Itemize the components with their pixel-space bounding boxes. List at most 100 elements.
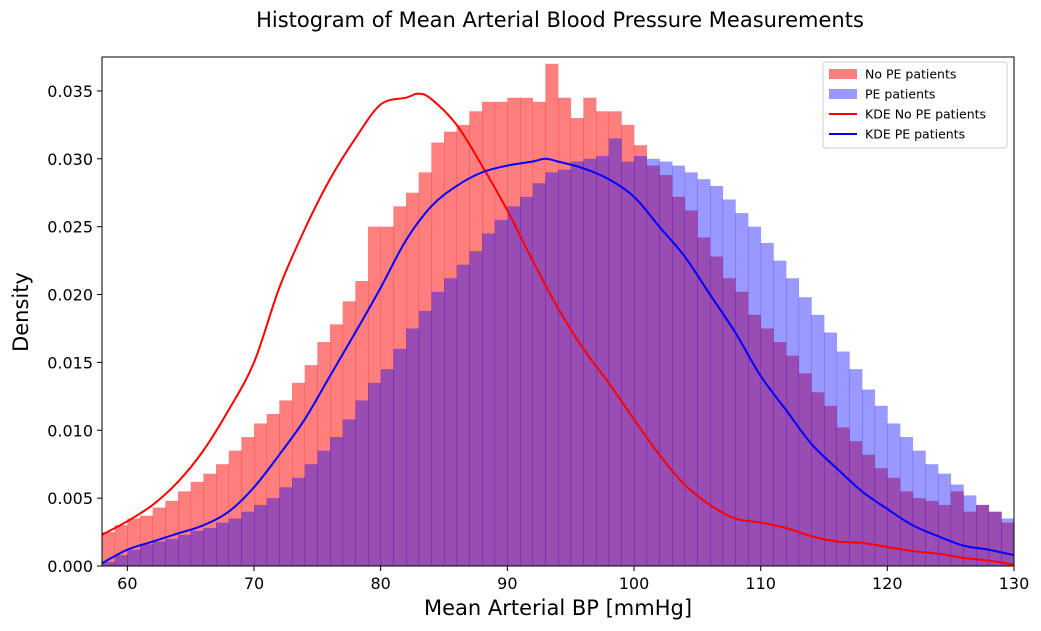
histogram-bar-no-pe [140,515,154,566]
histogram-bar-pe [760,242,774,566]
legend-box [822,61,1008,149]
histogram-bar-pe [241,511,255,566]
histogram-bar-pe [279,487,293,566]
histogram-bar-no-pe [684,210,698,566]
y-tick-label: 0.020 [47,286,93,305]
histogram-bar-pe [406,328,420,566]
y-tick-label: 0.005 [47,489,93,508]
plot-frame [101,56,1015,567]
histogram-bar-pe [735,213,749,566]
histogram-bar-pe [140,544,154,566]
x-tick-label: 80 [370,574,390,593]
histogram-bar-pe [722,199,736,566]
histogram-bar-no-pe [342,301,356,566]
histogram-bar-no-pe [330,324,344,566]
histogram-bar-no-pe [431,142,445,566]
histogram-bar-pe [494,219,508,566]
histogram-bar-no-pe [748,314,762,566]
histogram-bar-no-pe [127,518,141,566]
histogram-bar-pe [1027,528,1040,566]
y-tick-label: 0.025 [47,218,93,237]
histogram-bar-pe [254,504,268,566]
histogram-bar-pe [456,264,470,566]
histogram-bar-no-pe [102,532,116,566]
histogram-bar-pe [596,156,610,566]
histogram-bar-no-pe [292,382,306,566]
histogram-bar-no-pe [558,97,572,566]
histogram-bar-no-pe [950,491,964,566]
histogram-bar-no-pe [228,450,242,566]
x-tick-label: 70 [244,574,264,593]
histogram-bar-no-pe [798,373,812,566]
histogram-bar-pe [292,477,306,566]
histogram-bar-pe [634,156,648,566]
histogram-bar-pe [748,226,762,566]
histogram-bar-pe [1014,525,1027,566]
histogram-bar-pe [330,437,344,566]
histogram-bar-pe [228,518,242,566]
histogram-bar-pe [672,165,686,566]
histogram-bar-pe [887,423,901,566]
histogram-bar-no-pe [456,124,470,566]
histogram-bar-no-pe [634,145,648,566]
histogram-bar-pe [203,527,217,566]
histogram-bar-no-pe [152,507,166,566]
histogram-bar-pe [317,450,331,566]
histogram-bar-pe [912,450,926,566]
histogram-bar-pe [558,169,572,566]
histogram-bar-pe [545,172,559,566]
histogram-bar-pe [900,437,914,566]
histogram-bar-pe [190,530,204,566]
histogram-bar-no-pe [165,500,179,566]
histogram-bar-no-pe [976,504,990,566]
histogram-bar-pe [583,158,597,566]
x-tick-label: 130 [999,574,1030,593]
histogram-bar-no-pe [963,511,977,566]
histogram-bar-pe [976,504,990,566]
histogram-bar-pe [266,498,280,566]
histogram-bar-no-pe [494,101,508,566]
histogram-bar-no-pe [887,477,901,566]
histogram-bar-pe [152,541,166,566]
histogram-bar-pe [178,534,192,566]
histogram-bar-no-pe [583,97,597,566]
histogram-bar-pe [684,172,698,566]
y-tick-label: 0.015 [47,353,93,372]
histogram-bar-no-pe [380,226,394,566]
histogram-bar-pe [127,549,141,566]
legend-label: No PE patients [865,67,956,82]
x-axis-label: Mean Arterial BP [mmHg] [424,596,692,620]
histogram-bar-no-pe [532,101,546,566]
histogram-bar-pe [1001,518,1014,566]
histogram-bar-pe [824,332,838,566]
histogram-bar-no-pe [710,256,724,566]
histogram-bar-no-pe [697,237,711,566]
histogram-bar-no-pe [418,172,432,566]
legend: No PE patients PE patients KDE No PE patie… [822,61,1008,149]
histogram-bar-pe [874,405,888,566]
histogram-bar-no-pe [241,437,255,566]
histogram-bar-pe [532,183,546,566]
histogram-bar-pe [520,196,534,566]
histogram-bar-pe [469,251,483,566]
kde-no-pe-patients-line [102,92,1014,566]
histogram-bar-pe [114,555,128,566]
histogram-bar-no-pe [849,441,863,566]
histogram-bar-pe [646,158,660,566]
histogram-bar-no-pe [545,63,559,566]
histogram-bar-no-pe [254,423,268,566]
histogram-bar-no-pe [178,491,192,566]
histogram-bar-no-pe [393,206,407,566]
histogram-bar-pe [393,348,407,566]
histogram-bar-no-pe [811,392,825,566]
histogram-bar-pe [608,138,622,566]
histogram-bar-pe [342,419,356,566]
histogram-bar-no-pe [836,427,850,566]
histogram-bar-no-pe [874,468,888,566]
histogram-bar-pe [380,369,394,566]
histogram-bar-pe [786,278,800,566]
x-tick-label: 90 [497,574,517,593]
legend-label: KDE PE patients [865,127,965,142]
histogram-bar-no-pe [368,226,382,566]
histogram-bar-pe [988,511,1002,566]
